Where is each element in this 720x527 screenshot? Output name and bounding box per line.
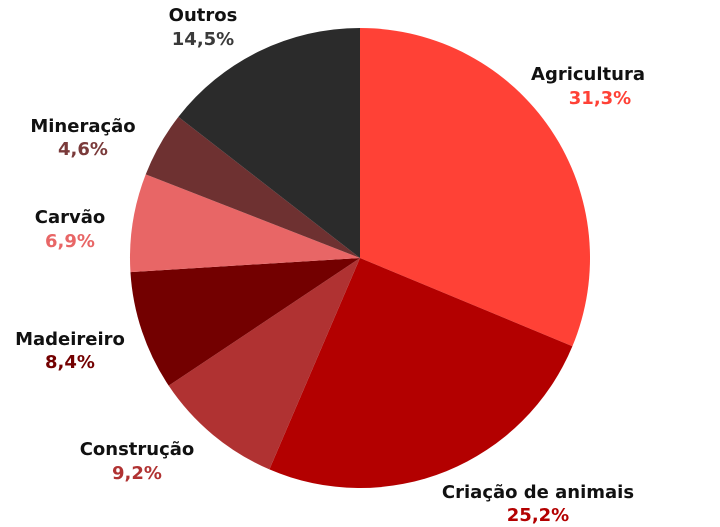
slice-label: Carvão xyxy=(35,207,105,228)
pie-slice xyxy=(269,258,573,488)
pie-slice xyxy=(360,28,590,347)
pie-slice xyxy=(129,174,360,273)
slice-label: Criação de animais xyxy=(442,482,634,503)
slice-label: Mineração xyxy=(30,116,135,137)
pie-slice xyxy=(145,116,360,258)
value-label: 8,4% xyxy=(45,352,95,373)
value-label: 6,9% xyxy=(45,231,95,252)
value-label: 14,5% xyxy=(172,29,234,50)
value-label: 25,2% xyxy=(507,505,569,526)
pie-slice xyxy=(130,258,360,386)
pie-slice xyxy=(168,258,360,470)
value-label: 4,6% xyxy=(58,139,108,160)
slice-label: Madeireiro xyxy=(15,329,125,350)
slice-label: Outros xyxy=(169,5,238,26)
pie-slice xyxy=(178,28,360,258)
value-label: 31,3% xyxy=(569,88,631,109)
slice-label: Construção xyxy=(80,439,195,460)
slice-label: Agricultura xyxy=(531,64,645,85)
value-label: 9,2% xyxy=(112,463,162,484)
